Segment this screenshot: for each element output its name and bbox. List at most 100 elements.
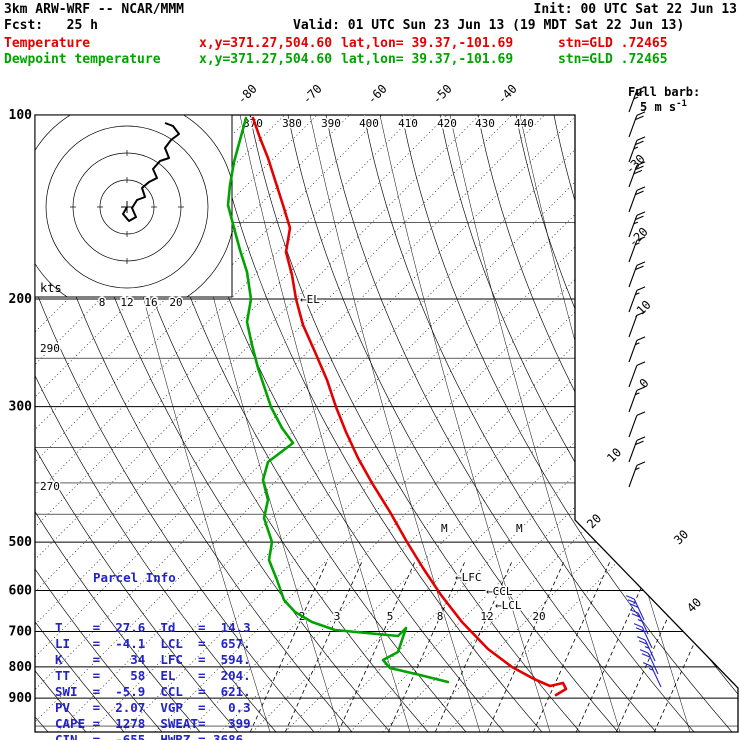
moist-adiabat-line [519, 115, 691, 732]
hodograph-ring [45, 125, 209, 289]
wind-barb-feather [635, 165, 644, 171]
parcel-info-line: SWI = -5.9 CCL = 621. [55, 684, 251, 699]
wind-barb-feather [638, 640, 648, 645]
wind-barb-staff [628, 365, 638, 388]
isotherm-line [35, 115, 633, 732]
theta-label-top: 430 [475, 117, 495, 130]
isotherm-label-top: -50 [430, 82, 455, 107]
wind-barb-feather [636, 261, 646, 266]
wind-barb-feather [635, 140, 644, 146]
wind-barb [628, 336, 646, 363]
wind-barb [628, 286, 646, 313]
dry-adiabat-line [211, 115, 543, 732]
mixing-ratio-label: 5 [387, 610, 394, 623]
wind-barb-feather [636, 386, 646, 391]
theta-label-top: 410 [398, 117, 418, 130]
isotherm-line [187, 115, 738, 732]
wind-barb-feather [636, 86, 646, 91]
wind-barb-feather [633, 623, 643, 628]
isotherm-line [35, 115, 666, 732]
dry-adiabat-line [35, 115, 315, 732]
forecast-hour: Fcst: 25 h [4, 18, 98, 33]
wind-barbs [625, 86, 662, 688]
isotherm-line [35, 115, 406, 732]
wind-barb-feather [636, 311, 646, 316]
wind-barb-feather [635, 90, 644, 96]
wind-barb-feather [635, 115, 644, 121]
hodograph-rings-group [35, 115, 232, 297]
wind-barb-staff [628, 440, 638, 463]
dry-adiabat-line [35, 115, 125, 732]
isotherm-line [35, 115, 601, 732]
isotherm-line [122, 115, 738, 732]
isotherm-line [57, 115, 698, 732]
wind-barb [628, 361, 646, 388]
isotherm-line [35, 115, 536, 732]
wind-barb-staff [628, 465, 638, 488]
isotherm-line [284, 115, 738, 732]
wind-barb-feather [636, 461, 646, 466]
dry-adiabat-line [705, 115, 738, 732]
temperature-xy: x,y=371.27,504.60 [199, 36, 333, 51]
moist-adiabat-line [309, 115, 481, 732]
wind-barb-feather [635, 342, 640, 346]
mixing-ratio-line [284, 559, 364, 732]
mixing-ratio-line [532, 559, 612, 732]
wind-barb [628, 261, 646, 288]
theta-label-top: 440 [514, 117, 534, 130]
dewpoint-legend-label: Dewpoint temperature [4, 52, 161, 67]
parcel-info-line: T = 27.6 Td = 14.3 [55, 620, 251, 635]
wind-barb-feather [631, 613, 641, 618]
hodograph-ring-label: 12 [120, 296, 133, 309]
wind-barb [628, 411, 646, 438]
parcel-level-marker: ←LCL [495, 599, 522, 612]
temperature-legend-label: Temperature [4, 36, 91, 51]
wind-barb-feather [629, 609, 639, 614]
wind-barb-feather [629, 603, 639, 608]
isotherm-label-top: -70 [300, 82, 325, 107]
wind-barb-feather [636, 211, 646, 216]
wind-barb-feather [635, 265, 644, 271]
parcel-level-marker: ←CCL [486, 585, 513, 598]
hodograph-inset [34, 114, 233, 298]
moist-adiabat-mark: M [516, 522, 523, 535]
wind-barb-staff [628, 315, 638, 338]
mixing-ratio-label: 8 [437, 610, 444, 623]
wind-barb-staff [628, 415, 638, 438]
isotherm-label-right: 10 [604, 445, 624, 465]
dry-adiabat-line [591, 115, 738, 732]
wind-barb-staff [628, 190, 638, 213]
mixing-ratio-line [337, 559, 417, 732]
wind-barb [629, 609, 649, 635]
wind-barb-feather [636, 436, 646, 441]
wind-barb [628, 311, 646, 338]
wind-barb-feather [641, 653, 651, 658]
dry-adiabat-line [401, 115, 733, 732]
wind-barb-feather [637, 619, 643, 622]
isotherm-line [35, 115, 373, 732]
dewpoint-latlon: lat,lon= 39.37,-101.69 [341, 52, 514, 67]
moist-adiabat-line [449, 115, 621, 732]
wind-barb-feather [639, 649, 649, 654]
isotherm-line [35, 115, 438, 732]
wind-barb-feather [633, 169, 643, 175]
moist-adiabat-line [239, 115, 411, 732]
wind-barb [628, 436, 646, 463]
hodograph-ring-label: 20 [169, 296, 182, 309]
isotherm-line [447, 115, 738, 732]
plot-frame [34, 114, 739, 733]
mixing-ratio-label: 12 [480, 610, 493, 623]
barb-speed-exponent: -1 [676, 99, 687, 109]
isotherm-line [382, 115, 738, 732]
skewt-background [35, 115, 738, 732]
parcel-info-line: PV = 2.07 VGP = 0.3 [55, 700, 251, 715]
isotherm-label-top: -40 [495, 82, 520, 107]
parcel-info-title: Parcel Info [93, 570, 176, 585]
wind-barb-feather [636, 336, 646, 341]
theta-label-top: 390 [321, 117, 341, 130]
isotherm-line [154, 115, 738, 732]
isotherm-label-right: 0 [637, 376, 652, 391]
isotherm-line [89, 115, 731, 732]
pressure-axis-label: 900 [9, 691, 33, 706]
